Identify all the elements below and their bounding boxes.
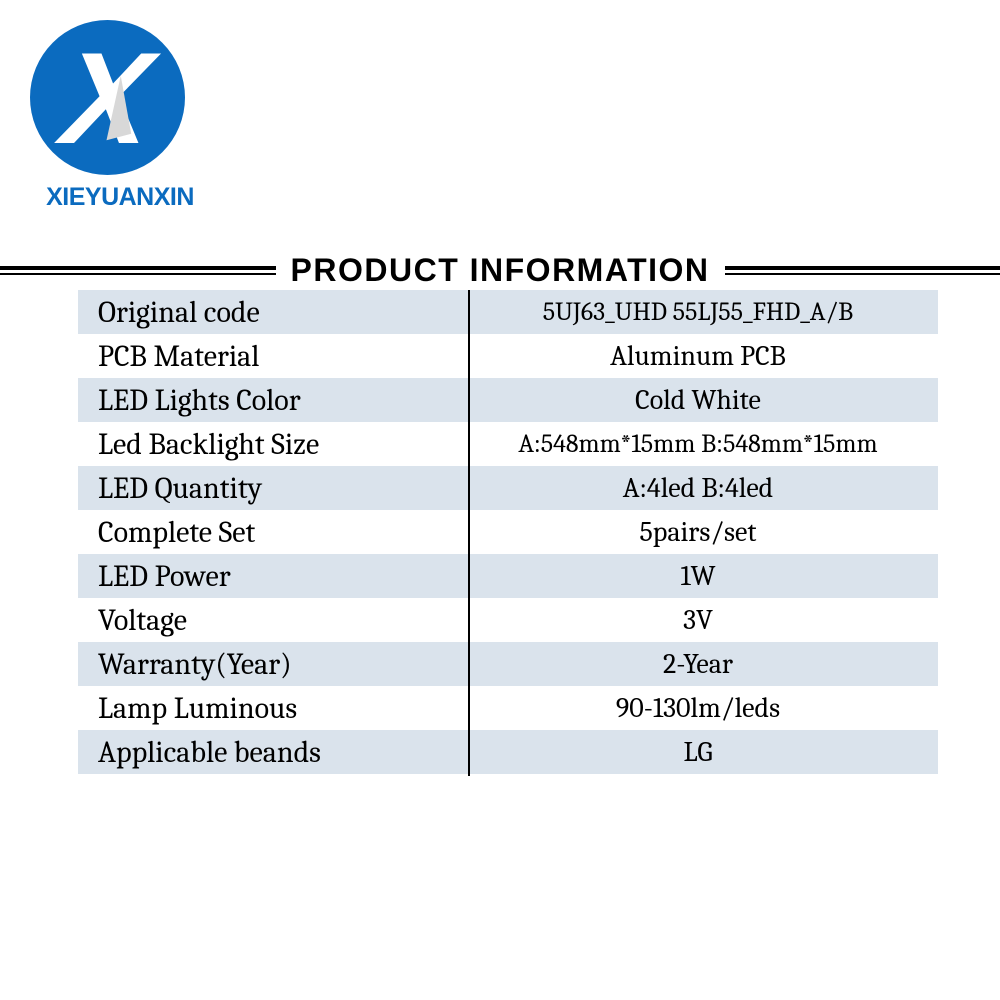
section-header: PRODUCT INFORMATION [0,252,1000,289]
spec-value: 5pairs/set [458,516,938,548]
brand-logo-area: X XIEYUANXIN [30,20,210,212]
section-title: PRODUCT INFORMATION [276,252,725,289]
header-rule-left [0,266,276,276]
table-row: Applicable beands LG [78,730,938,774]
spec-value: Aluminum PCB [458,340,938,372]
spec-value: 3V [458,604,938,636]
spec-value: 90-130lm/leds [458,692,938,724]
spec-value: A:4led B:4led [458,472,938,504]
spec-value: Cold White [458,384,938,416]
header-rule-right [725,266,1000,276]
spec-label: Original code [78,295,458,330]
table-row: Lamp Luminous 90-130lm/leds [78,686,938,730]
brand-name-text: XIEYUANXIN [30,183,210,212]
spec-label: Warranty(Year) [78,647,458,682]
spec-value: 2-Year [458,648,938,680]
spec-value: LG [458,736,938,768]
spec-label: LED Lights Color [78,383,458,418]
table-row: PCB Material Aluminum PCB [78,334,938,378]
table-row: Original code 5UJ63_UHD 55LJ55_FHD_A/B [78,290,938,334]
brand-logo-letter-icon: X [58,33,156,163]
table-row: LED Lights Color Cold White [78,378,938,422]
spec-label: LED Quantity [78,471,458,506]
spec-label: LED Power [78,559,458,594]
spec-label: Led Backlight Size [78,427,458,462]
table-row: Voltage 3V [78,598,938,642]
spec-label: Voltage [78,603,458,638]
table-row: LED Quantity A:4led B:4led [78,466,938,510]
brand-logo-circle: X [30,20,185,175]
spec-label: Complete Set [78,515,458,550]
table-row: Complete Set 5pairs/set [78,510,938,554]
table-row: Led Backlight Size A:548mm*15mm B:548mm*… [78,422,938,466]
table-row: LED Power 1W [78,554,938,598]
spec-label: Applicable beands [78,735,458,770]
spec-value: A:548mm*15mm B:548mm*15mm [458,429,938,459]
spec-value: 5UJ63_UHD 55LJ55_FHD_A/B [458,297,938,327]
spec-label: PCB Material [78,339,458,374]
spec-label: Lamp Luminous [78,691,458,726]
table-vertical-divider [468,290,470,776]
spec-table: Original code 5UJ63_UHD 55LJ55_FHD_A/B P… [78,290,938,774]
spec-value: 1W [458,560,938,592]
table-row: Warranty(Year) 2-Year [78,642,938,686]
